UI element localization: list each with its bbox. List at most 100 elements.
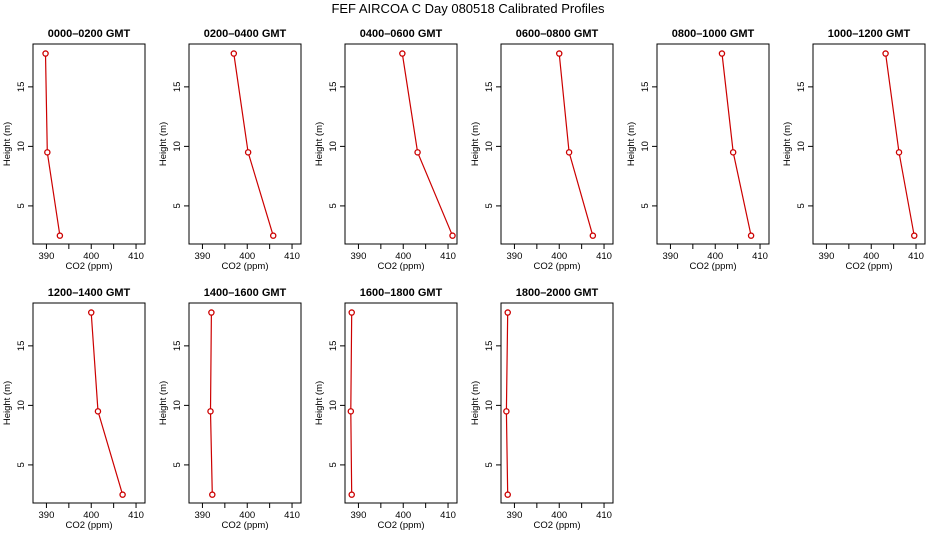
x-tick-label: 410 — [128, 251, 144, 262]
x-axis-label: CO2 (ppm) — [534, 520, 581, 531]
profile-line — [90, 312, 124, 495]
x-tick-label: 400 — [395, 251, 411, 262]
chart-panel-2: 0200–0400 GMT 390 400 410 CO2 (ppm) 5 10 15 Heig… — [158, 28, 302, 272]
plot-frame — [188, 302, 302, 504]
x-axis-label: CO2 (ppm) — [66, 261, 113, 272]
y-axis-label: Height (m) — [2, 381, 13, 425]
y-tick-label: 10 — [484, 400, 495, 411]
y-tick-label: 15 — [172, 341, 183, 352]
data-point — [44, 149, 51, 156]
y-tick-label: 10 — [328, 400, 339, 411]
chart-panel-4: 0600–0800 GMT 390 400 410 CO2 (ppm) 5 10 15 Heig… — [470, 28, 614, 272]
profile-line — [350, 312, 353, 495]
x-tick-label: 400 — [551, 251, 567, 262]
x-tick-label: 410 — [596, 251, 612, 262]
panel-title: 0800–1000 GMT — [672, 28, 755, 40]
x-axis-label: CO2 (ppm) — [66, 520, 113, 531]
x-axis-label: CO2 (ppm) — [534, 261, 581, 272]
data-point — [910, 232, 918, 239]
data-point — [882, 50, 889, 57]
y-tick-label: 10 — [640, 141, 651, 152]
x-tick-label: 400 — [83, 251, 99, 262]
plot-frame — [812, 43, 926, 245]
plot-frame — [344, 302, 458, 504]
profile-line — [401, 53, 454, 236]
x-tick-label: 400 — [83, 510, 99, 521]
panel-title: 0400–0600 GMT — [360, 28, 443, 40]
y-tick-label: 10 — [484, 141, 495, 152]
x-tick-label: 390 — [351, 251, 367, 262]
x-tick-label: 390 — [39, 510, 55, 521]
chart-panel-8: 1400–1600 GMT 390 400 410 CO2 (ppm) 5 10 15 Heig… — [158, 287, 302, 531]
chart-panel-9: 1600–1800 GMT 390 400 410 CO2 (ppm) 5 10 15 Heig… — [314, 287, 458, 531]
x-tick-label: 390 — [195, 251, 211, 262]
x-tick-label: 390 — [195, 510, 211, 521]
data-point — [87, 309, 95, 316]
x-tick-label: 400 — [863, 251, 879, 262]
data-point — [504, 491, 511, 498]
y-tick-label: 10 — [796, 141, 807, 152]
data-point — [94, 408, 102, 415]
x-tick-label: 390 — [351, 510, 367, 521]
data-point — [42, 50, 49, 57]
y-tick-label: 5 — [328, 203, 339, 208]
data-point — [718, 50, 726, 57]
x-axis-label: CO2 (ppm) — [690, 261, 737, 272]
x-tick-label: 400 — [239, 251, 255, 262]
panel-title: 0000–0200 GMT — [48, 28, 131, 40]
y-tick-label: 5 — [16, 462, 27, 467]
panel-title: 1000–1200 GMT — [828, 28, 911, 40]
x-tick-label: 410 — [908, 251, 924, 262]
y-tick-label: 15 — [16, 82, 27, 93]
y-axis-label: Height (m) — [158, 122, 169, 166]
chart-panel-10: 1800–2000 GMT 390 400 410 CO2 (ppm) 5 10 15 Heig… — [470, 287, 614, 531]
x-tick-label: 390 — [663, 251, 679, 262]
data-point — [244, 149, 252, 156]
plot-frame — [32, 302, 146, 504]
x-tick-label: 400 — [551, 510, 567, 521]
x-tick-label: 390 — [507, 510, 523, 521]
profile-line — [505, 312, 509, 495]
y-tick-label: 10 — [172, 400, 183, 411]
data-point — [209, 491, 216, 498]
data-point — [504, 309, 511, 316]
x-tick-label: 410 — [284, 510, 300, 521]
y-tick-label: 5 — [16, 203, 27, 208]
x-axis-label: CO2 (ppm) — [222, 261, 269, 272]
y-tick-label: 15 — [484, 82, 495, 93]
x-axis-label: CO2 (ppm) — [378, 520, 425, 531]
y-axis-label: Height (m) — [470, 122, 481, 166]
data-point — [589, 232, 597, 239]
x-tick-label: 410 — [284, 251, 300, 262]
y-tick-label: 15 — [484, 341, 495, 352]
profile-line — [233, 53, 274, 236]
data-point — [119, 491, 126, 498]
y-tick-label: 5 — [172, 203, 183, 208]
panel-title: 1400–1600 GMT — [204, 287, 287, 299]
data-point — [208, 309, 215, 316]
panel-title: 1600–1800 GMT — [360, 287, 443, 299]
x-tick-label: 410 — [128, 510, 144, 521]
chart-panel-3: 0400–0600 GMT 390 400 410 CO2 (ppm) 5 10 15 Heig… — [314, 28, 458, 272]
chart-panel-7: 1200–1400 GMT 390 400 410 CO2 (ppm) 5 10 15 Heig… — [2, 287, 146, 531]
plot-frame — [344, 43, 458, 245]
chart-panel-5: 0800–1000 GMT 390 400 410 CO2 (ppm) 5 10 15 Heig… — [626, 28, 770, 272]
y-axis-label: Height (m) — [470, 381, 481, 425]
plot-frame — [500, 43, 614, 245]
x-tick-label: 400 — [239, 510, 255, 521]
plot-frame — [32, 43, 146, 245]
x-axis-label: CO2 (ppm) — [846, 261, 893, 272]
data-point — [207, 408, 214, 415]
y-tick-label: 10 — [328, 141, 339, 152]
y-tick-label: 5 — [172, 462, 183, 467]
data-point — [895, 149, 903, 156]
profile-line — [44, 53, 61, 236]
data-point — [348, 309, 355, 316]
data-point — [399, 50, 406, 57]
y-tick-label: 15 — [16, 341, 27, 352]
panel-title: 0200–0400 GMT — [204, 28, 287, 40]
page-title: FEF AIRCOA C Day 080518 Calibrated Profi… — [331, 1, 605, 16]
x-tick-label: 400 — [395, 510, 411, 521]
y-tick-label: 5 — [640, 203, 651, 208]
